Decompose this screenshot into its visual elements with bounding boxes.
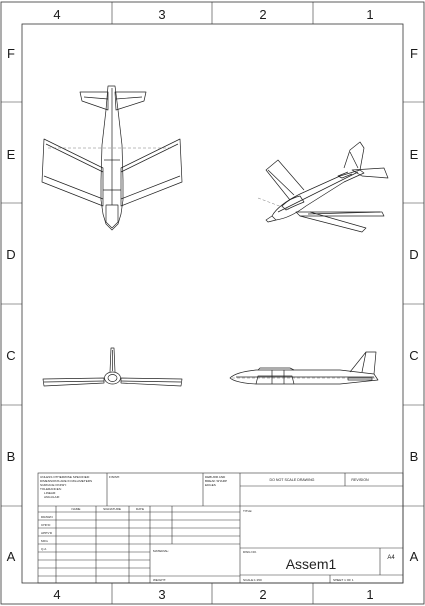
sheet-border-inner	[21, 23, 404, 584]
column-header-signature: SIGNATURE	[103, 507, 121, 511]
zone-col-bottom-4: 4	[53, 587, 60, 602]
general-notes-line-5: LINEAR:	[44, 491, 56, 495]
zone-row-right-f: F	[410, 46, 418, 61]
deburr-line-3: EDGES	[205, 483, 216, 487]
title-block	[37, 472, 404, 584]
zone-col-top-2: 2	[259, 7, 266, 22]
zone-row-right-a: A	[410, 549, 419, 564]
aircraft-side-view[interactable]	[229, 351, 379, 385]
row-label-mfg: MFG	[41, 539, 48, 543]
general-notes-line-2: DIMENSIONS ARE IN MILLIMETERS	[40, 479, 92, 483]
zone-row-right-d: D	[409, 247, 418, 262]
row-label-drawn: DRAWN	[41, 515, 53, 519]
aircraft-isometric-view[interactable]	[265, 141, 389, 233]
column-header-name: NAME	[72, 507, 81, 511]
column-header-date: DATE	[136, 507, 144, 511]
row-label-chkd: CHK'D	[41, 523, 51, 527]
general-notes-line-3: SURFACE FINISH:	[40, 483, 67, 487]
row-label-appvd: APPV'D	[41, 531, 53, 535]
zone-row-left-c: C	[6, 348, 15, 363]
zone-row-left-e: E	[7, 147, 16, 162]
scale-label: SCALE:1:150	[243, 578, 262, 582]
finish-label: FINISH:	[109, 475, 120, 479]
zone-col-top-1: 1	[366, 7, 373, 22]
zone-col-bottom-1: 1	[366, 587, 373, 602]
zone-row-left-a: A	[7, 549, 16, 564]
iso-view-axis-line	[257, 197, 291, 211]
zone-col-top-4: 4	[53, 7, 60, 22]
zone-col-top-3: 3	[158, 7, 165, 22]
deburr-line-2: BREAK SHARP	[205, 479, 227, 483]
title-label: TITLE:	[243, 509, 252, 513]
general-notes-line-1: UNLESS OTHERWISE SPECIFIED:	[40, 475, 90, 479]
sheet-number-label: SHEET 1 OF 1	[333, 578, 354, 582]
zone-row-right-e: E	[410, 147, 419, 162]
aircraft-top-view[interactable]	[41, 85, 183, 231]
zone-row-left-d: D	[6, 247, 15, 262]
zone-row-right-c: C	[409, 348, 418, 363]
aircraft-front-view[interactable]	[42, 347, 183, 387]
zone-col-bottom-2: 2	[259, 587, 266, 602]
sheet-size: A4	[387, 555, 395, 561]
drawing-name: Assem1	[286, 556, 337, 572]
zone-col-bottom-3: 3	[158, 587, 165, 602]
row-label-qa: Q.A	[41, 547, 47, 551]
zone-row-right-b: B	[410, 449, 419, 464]
dwg-no-label: DWG NO.	[243, 550, 257, 554]
general-notes-line-4: TOLERANCES:	[40, 487, 62, 491]
deburr-line-1: DEBURR AND	[205, 475, 226, 479]
do-not-scale-label: DO NOT SCALE DRAWING	[270, 478, 315, 482]
revision-label: REVISION	[351, 478, 369, 482]
material-label: MATERIAL:	[153, 549, 169, 553]
zone-row-left-b: B	[7, 449, 16, 464]
zone-row-left-f: F	[7, 46, 15, 61]
general-notes-line-6: ANGULAR:	[44, 495, 60, 499]
weight-label: WEIGHT:	[153, 578, 166, 582]
